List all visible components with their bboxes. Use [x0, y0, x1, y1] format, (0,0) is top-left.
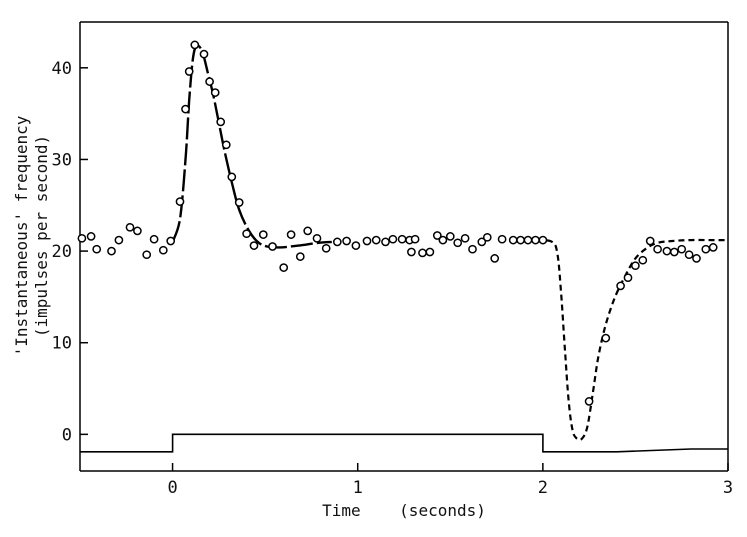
- data-point: [497, 234, 507, 244]
- data-point: [268, 242, 277, 251]
- data-point: [677, 244, 687, 254]
- data-point: [410, 234, 420, 244]
- data-point: [133, 226, 142, 236]
- data-point: [638, 255, 648, 265]
- data-point: [190, 40, 200, 50]
- y-tick-label: 20: [52, 242, 72, 262]
- data-point: [616, 281, 625, 291]
- data-point: [708, 243, 718, 252]
- data-point: [362, 236, 372, 246]
- plot-frame: [79, 21, 729, 472]
- data-point: [418, 248, 427, 258]
- data-point: [205, 77, 214, 86]
- data-point: [432, 231, 442, 240]
- data-point: [216, 117, 226, 127]
- data-point: [438, 235, 448, 245]
- data-point: [321, 243, 331, 253]
- data-point: [669, 247, 679, 257]
- data-point: [114, 235, 124, 245]
- x-tick-label: 2: [538, 478, 548, 498]
- data-point: [227, 172, 237, 182]
- data-point: [258, 230, 268, 239]
- data-point: [397, 234, 407, 244]
- data-point: [701, 244, 711, 254]
- fitted-curve-dashed: [516, 238, 728, 441]
- y-tick-label: 0: [62, 425, 72, 445]
- y-axis-label-line1: 'Instantaneous' frequency: [12, 115, 31, 356]
- x-axis-label: Time (seconds): [322, 501, 486, 520]
- data-point: [234, 198, 244, 207]
- data-point: [295, 252, 305, 261]
- data-point: [388, 234, 398, 244]
- data-point: [86, 232, 96, 241]
- data-point: [490, 254, 500, 263]
- data-point: [523, 235, 533, 245]
- data-point: [125, 222, 135, 232]
- data-point: [332, 237, 342, 247]
- data-point: [445, 232, 455, 241]
- data-point: [477, 237, 487, 247]
- data-point: [158, 245, 168, 255]
- y-tick-label: 40: [52, 59, 72, 79]
- data-point: [303, 226, 313, 236]
- data-point: [142, 250, 152, 260]
- data-point: [381, 237, 390, 247]
- data-point: [221, 140, 231, 150]
- data-point: [107, 246, 116, 256]
- data-point: [166, 236, 176, 246]
- data-point: [584, 397, 594, 406]
- data-point: [516, 235, 525, 245]
- data-point: [653, 244, 662, 254]
- y-tick-label: 10: [52, 334, 72, 354]
- fitted-curve-solid: [171, 44, 332, 249]
- data-point: [482, 232, 492, 242]
- data-point: [623, 273, 633, 283]
- data-point: [538, 235, 548, 245]
- x-axis-ticks: 0 1 2 3: [167, 463, 733, 498]
- y-tick-label: 30: [52, 150, 72, 170]
- data-point: [351, 241, 361, 250]
- data-point: [371, 235, 381, 245]
- y-axis-label-line2: (impulses per second): [32, 135, 51, 337]
- data-point: [425, 247, 435, 257]
- stimulus-trace: [80, 433, 728, 453]
- data-point: [692, 254, 701, 263]
- data-point: [631, 261, 640, 271]
- x-tick-label: 0: [167, 478, 177, 498]
- y-axis-ticks: 0 10 20 30 40: [52, 59, 88, 445]
- data-point: [684, 250, 694, 260]
- data-point: [407, 247, 416, 257]
- data-point: [531, 235, 540, 245]
- data-point: [453, 238, 463, 248]
- data-point: [249, 241, 259, 250]
- data-point: [210, 88, 220, 97]
- data-point: [645, 236, 655, 246]
- data-point: [242, 229, 251, 239]
- data-point: [279, 263, 289, 272]
- data-point: [77, 233, 87, 243]
- data-point: [184, 67, 194, 76]
- data-point: [286, 230, 296, 239]
- data-point: [460, 233, 470, 243]
- data-point: [662, 246, 672, 256]
- data-point: [342, 236, 351, 246]
- data-points: [77, 40, 718, 406]
- data-point: [468, 244, 477, 254]
- data-point: [508, 235, 518, 245]
- data-point: [181, 104, 190, 114]
- data-point: [175, 197, 185, 206]
- data-point: [92, 244, 102, 254]
- data-point: [149, 234, 159, 244]
- x-tick-label: 1: [353, 478, 363, 498]
- data-point: [312, 233, 322, 243]
- data-point: [601, 333, 611, 343]
- x-tick-label: 3: [723, 478, 733, 498]
- data-point: [199, 49, 209, 59]
